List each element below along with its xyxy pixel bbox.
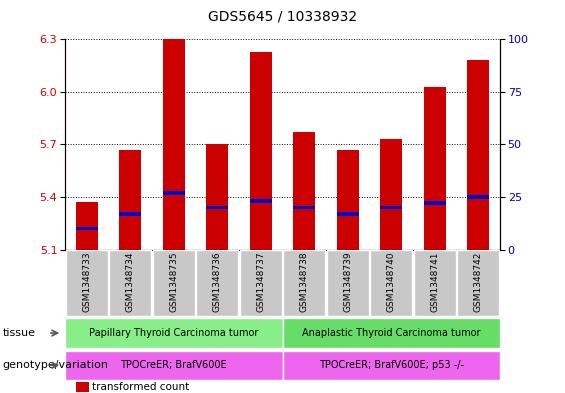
Bar (197, 250, 238, 316)
Text: GSM1348738: GSM1348738 (300, 252, 308, 312)
Text: transformed count: transformed count (92, 382, 189, 392)
Text: GSM1348742: GSM1348742 (474, 252, 483, 312)
Text: TPOCreER; BrafV600E: TPOCreER; BrafV600E (120, 360, 227, 370)
Bar (66, 250, 107, 316)
Bar (414, 250, 455, 316)
Text: TPOCreER; BrafV600E; p53 -/-: TPOCreER; BrafV600E; p53 -/- (319, 360, 464, 370)
Bar (284, 250, 325, 316)
Bar (206, 206, 228, 209)
Text: GSM1348737: GSM1348737 (257, 252, 265, 312)
Bar (110, 250, 151, 316)
Bar (282, 318, 500, 348)
Bar (76, 202, 98, 250)
Bar (119, 150, 141, 250)
Text: GSM1348735: GSM1348735 (170, 252, 178, 312)
Text: Papillary Thyroid Carcinoma tumor: Papillary Thyroid Carcinoma tumor (89, 328, 258, 338)
Bar (76, 382, 89, 392)
Bar (153, 250, 194, 316)
Bar (65, 351, 282, 380)
Bar (467, 60, 489, 250)
Text: genotype/variation: genotype/variation (3, 360, 109, 370)
Bar (467, 195, 489, 199)
Text: GSM1348733: GSM1348733 (82, 252, 91, 312)
Bar (163, 191, 185, 195)
Text: GSM1348736: GSM1348736 (213, 252, 221, 312)
Bar (337, 212, 359, 216)
Bar (424, 201, 446, 205)
Text: GSM1348741: GSM1348741 (431, 252, 439, 312)
Text: Anaplastic Thyroid Carcinoma tumor: Anaplastic Thyroid Carcinoma tumor (302, 328, 480, 338)
Text: GDS5645 / 10338932: GDS5645 / 10338932 (208, 10, 357, 24)
Bar (206, 144, 228, 250)
Bar (424, 86, 446, 250)
Text: GSM1348740: GSM1348740 (387, 252, 396, 312)
Bar (293, 206, 315, 209)
Bar (250, 199, 272, 203)
Bar (293, 132, 315, 250)
Bar (380, 139, 402, 250)
Bar (282, 351, 500, 380)
Bar (380, 206, 402, 209)
Bar (371, 250, 412, 316)
Text: GSM1348739: GSM1348739 (344, 252, 352, 312)
Bar (76, 227, 98, 230)
Bar (65, 318, 282, 348)
Bar (327, 250, 368, 316)
Bar (163, 39, 185, 250)
Bar (240, 250, 281, 316)
Text: tissue: tissue (3, 328, 36, 338)
Bar (119, 212, 141, 216)
Bar (337, 150, 359, 250)
Bar (250, 51, 272, 250)
Text: GSM1348734: GSM1348734 (126, 252, 134, 312)
Bar (458, 250, 499, 316)
